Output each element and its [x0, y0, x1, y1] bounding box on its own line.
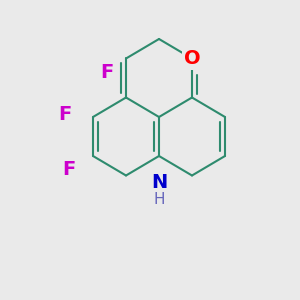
Text: F: F	[62, 160, 76, 179]
Text: H: H	[153, 192, 165, 207]
Text: N: N	[151, 173, 167, 193]
Text: F: F	[100, 62, 113, 82]
Text: O: O	[184, 49, 200, 68]
Text: F: F	[58, 104, 71, 124]
